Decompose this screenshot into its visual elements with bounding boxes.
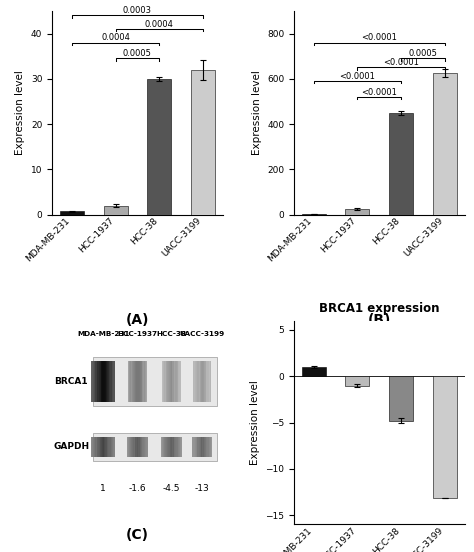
Bar [60,211,84,215]
Text: <0.0001: <0.0001 [339,72,375,81]
Bar [346,209,370,215]
Text: 0.0004: 0.0004 [101,33,130,43]
Text: (C): (C) [126,528,149,543]
Bar [147,79,171,215]
Text: <0.0001: <0.0001 [361,88,397,97]
Text: 0.0005: 0.0005 [123,49,152,58]
Text: -1.6: -1.6 [128,484,146,492]
Title: BRCA1 expression: BRCA1 expression [319,302,439,315]
Bar [433,376,457,498]
Bar [191,70,215,215]
Text: UACC-3199: UACC-3199 [180,331,225,337]
Text: GAPDH: GAPDH [54,443,90,452]
Bar [93,357,218,406]
Text: <0.0001: <0.0001 [383,58,419,67]
Text: -13: -13 [195,484,210,492]
Bar [302,367,326,376]
Text: MDA-MB-231: MDA-MB-231 [77,331,129,337]
Text: 1: 1 [100,484,106,492]
Text: 0.0003: 0.0003 [123,6,152,15]
Bar [433,73,457,215]
Bar [302,214,326,215]
Y-axis label: Expression level: Expression level [252,71,262,155]
Bar [346,376,370,385]
Bar [93,433,218,461]
Text: (A): (A) [126,312,149,327]
Text: <0.0001: <0.0001 [361,33,397,43]
Bar [103,206,128,215]
Text: HCC-38: HCC-38 [156,331,186,337]
Text: 0.0005: 0.0005 [409,49,438,58]
Y-axis label: Expression level: Expression level [15,71,26,155]
Bar [389,376,413,421]
Y-axis label: Expression level: Expression level [250,380,260,465]
Text: (B): (B) [368,312,391,327]
Text: BRCA1: BRCA1 [54,378,88,386]
Bar [389,113,413,215]
Text: -4.5: -4.5 [163,484,180,492]
Text: HCC-1937: HCC-1937 [118,331,157,337]
Text: 0.0004: 0.0004 [145,20,173,29]
